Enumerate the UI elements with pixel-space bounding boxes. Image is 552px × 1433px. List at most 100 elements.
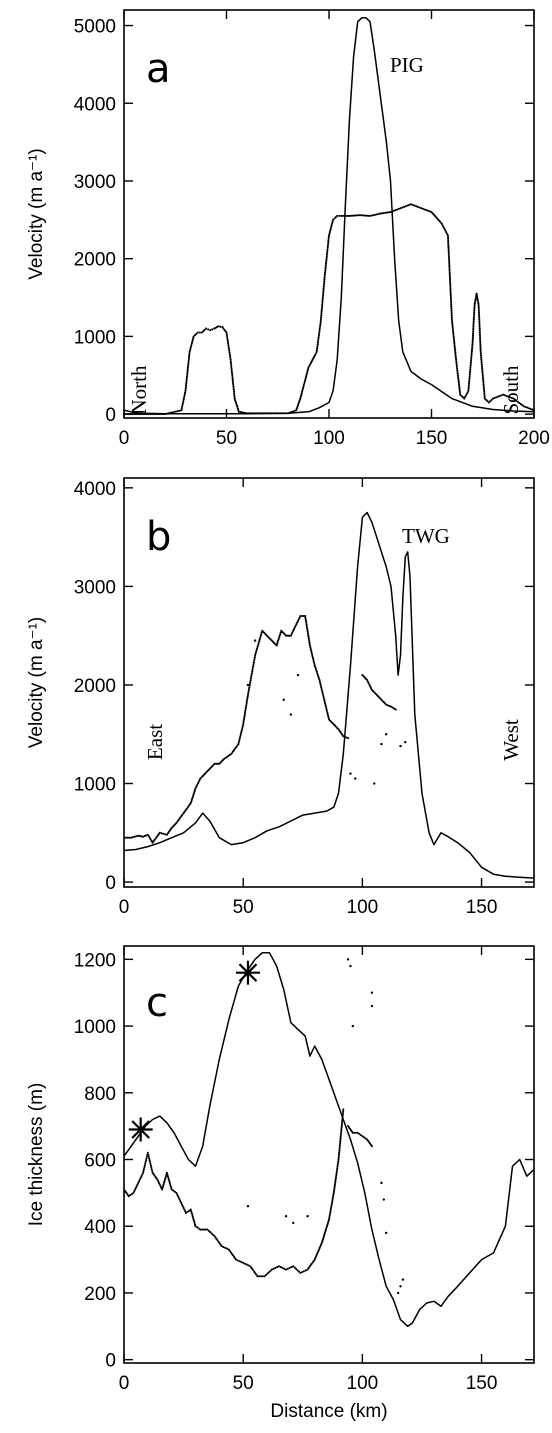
dotted-point bbox=[340, 1128, 343, 1131]
dotted-point bbox=[473, 313, 476, 316]
dotted-point bbox=[425, 209, 428, 212]
dotted-point bbox=[372, 214, 375, 217]
dotted-point bbox=[182, 400, 185, 403]
dotted-point bbox=[189, 1208, 192, 1211]
dotted-point bbox=[249, 679, 252, 682]
dotted-point bbox=[477, 307, 480, 310]
dotted-point bbox=[408, 203, 411, 206]
dotted-point bbox=[336, 1161, 340, 1165]
dotted-point bbox=[130, 1192, 133, 1196]
y-tick-label: 3000 bbox=[74, 172, 116, 193]
y-axis-title: Ice thickness (m) bbox=[26, 1083, 47, 1227]
dotted-point bbox=[450, 305, 453, 308]
dotted-point bbox=[188, 350, 191, 353]
dotted-point bbox=[411, 203, 414, 206]
dotted-point bbox=[369, 685, 372, 688]
dotted-point bbox=[470, 348, 474, 351]
dotted-point bbox=[318, 1246, 321, 1249]
dotted-point bbox=[197, 1227, 200, 1230]
dotted-point bbox=[229, 356, 232, 359]
dotted-point bbox=[187, 365, 190, 368]
dotted-point bbox=[317, 1248, 321, 1251]
dotted-point bbox=[320, 310, 323, 313]
dotted-point bbox=[227, 345, 230, 349]
dotted-point bbox=[204, 327, 208, 330]
dotted-point bbox=[306, 632, 310, 635]
dotted-point bbox=[227, 344, 230, 347]
dotted-point bbox=[231, 372, 234, 375]
dotted-point bbox=[144, 1160, 147, 1163]
dotted-point bbox=[160, 413, 163, 416]
dotted-point bbox=[478, 323, 481, 327]
dotted-point bbox=[326, 248, 329, 251]
dotted-point bbox=[323, 282, 326, 285]
dotted-point bbox=[227, 342, 230, 345]
dotted-point bbox=[330, 1206, 333, 1209]
dotted-point bbox=[166, 1173, 169, 1176]
dotted-point bbox=[142, 1169, 145, 1173]
dotted-point bbox=[152, 413, 155, 416]
dotted-point bbox=[124, 413, 126, 416]
dotted-point bbox=[302, 385, 305, 388]
dotted-point bbox=[187, 363, 190, 366]
dotted-point bbox=[134, 1188, 137, 1191]
dotted-point bbox=[473, 309, 476, 312]
dotted-point bbox=[306, 628, 309, 631]
dotted-point bbox=[259, 634, 262, 638]
dotted-point bbox=[312, 357, 315, 360]
plot-frame bbox=[123, 9, 535, 419]
dotted-point bbox=[363, 214, 366, 217]
dotted-point bbox=[447, 257, 451, 260]
dotted-point bbox=[141, 1173, 144, 1176]
dotted-point bbox=[308, 642, 311, 645]
dotted-point bbox=[283, 1267, 286, 1270]
dotted-point bbox=[317, 334, 320, 337]
dotted-point bbox=[332, 1191, 335, 1194]
dotted-point bbox=[260, 631, 263, 634]
dotted-point bbox=[165, 1171, 168, 1174]
dotted-point bbox=[164, 1175, 168, 1178]
dotted-point bbox=[337, 1160, 340, 1163]
dotted-point bbox=[332, 1195, 335, 1198]
dotted-point bbox=[181, 405, 184, 408]
dotted-point bbox=[233, 397, 236, 400]
dotted-point bbox=[281, 1266, 284, 1269]
dotted-point bbox=[367, 214, 370, 217]
dotted-point bbox=[241, 726, 244, 730]
dotted-point bbox=[243, 1262, 247, 1265]
dotted-point bbox=[216, 1239, 219, 1242]
dotted-point bbox=[297, 402, 300, 405]
dotted-point bbox=[224, 1246, 227, 1249]
dotted-point bbox=[311, 655, 314, 658]
dotted-point bbox=[326, 711, 329, 714]
dotted-point bbox=[305, 623, 308, 626]
dotted-point bbox=[480, 365, 484, 368]
dotted-point bbox=[321, 691, 324, 694]
panel-a: 0 50 100 150 200010002000300040005000Velocit… bbox=[26, 9, 550, 449]
dotted-point bbox=[157, 1181, 161, 1184]
dotted-point bbox=[246, 693, 250, 696]
dotted-point bbox=[379, 212, 382, 215]
dotted-point bbox=[162, 1181, 166, 1184]
x-axis-title: Distance (km) bbox=[270, 1401, 387, 1422]
dotted-point bbox=[324, 1228, 327, 1231]
dotted-point bbox=[453, 344, 456, 347]
dotted-point bbox=[320, 686, 323, 689]
dotted-point bbox=[450, 300, 453, 303]
dotted-point bbox=[510, 396, 513, 399]
dotted-point bbox=[255, 650, 258, 653]
dotted-point bbox=[202, 330, 205, 333]
dotted-point bbox=[249, 412, 252, 415]
dotted-point bbox=[449, 280, 452, 283]
dotted-point bbox=[397, 207, 401, 210]
dotted-point bbox=[341, 1111, 345, 1115]
scatter-point bbox=[380, 1181, 383, 1185]
dotted-point bbox=[315, 1255, 318, 1258]
dotted-point bbox=[449, 289, 452, 292]
dotted-point bbox=[299, 397, 302, 400]
dotted-point bbox=[251, 412, 254, 415]
dotted-point bbox=[139, 1176, 142, 1179]
dotted-point bbox=[453, 339, 456, 342]
dotted-point bbox=[131, 413, 134, 416]
